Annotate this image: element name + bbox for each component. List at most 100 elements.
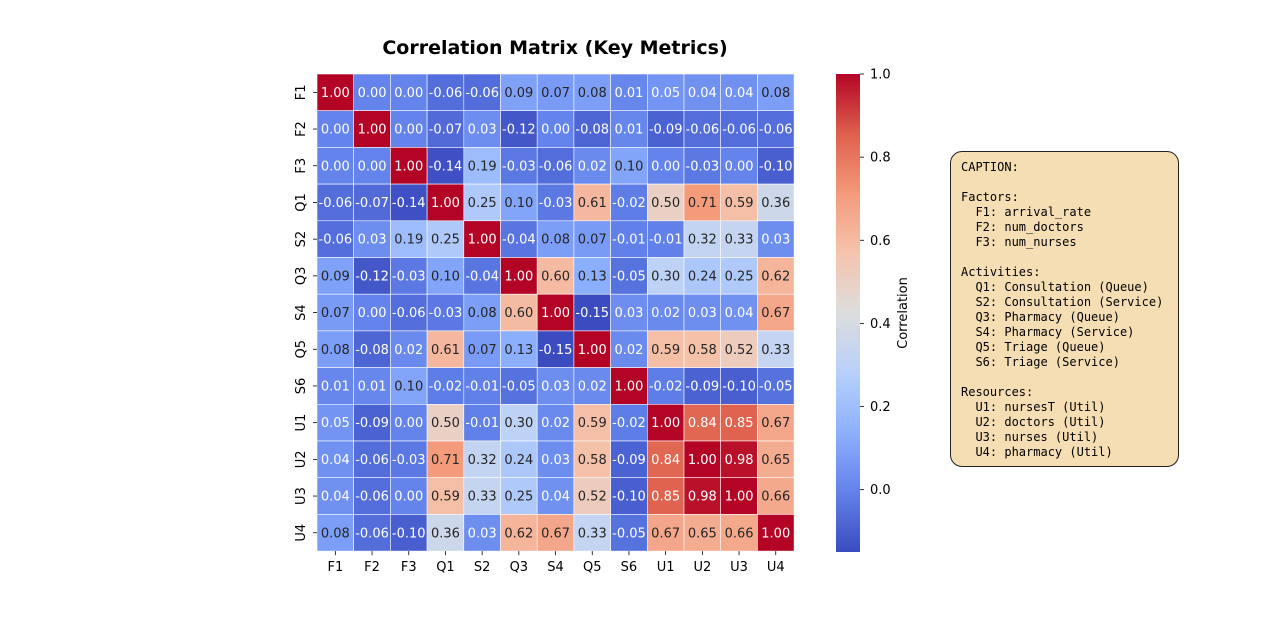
cell-value-label: 0.85 [725,416,754,431]
cell-value-label: -0.10 [722,379,756,394]
cell-value-label: -0.03 [429,306,463,321]
cell-value-label: 0.10 [394,379,423,394]
caption-line [961,370,1168,385]
heatmap-cell [390,73,428,112]
cell-value-label: 1.00 [541,306,570,321]
cell-value-label: 0.02 [614,343,643,358]
column-label: Q3 [510,560,529,575]
cell-value-label: 0.30 [504,416,533,431]
heatmap-cell [683,220,722,258]
cell-value-label: 0.05 [651,86,680,101]
heatmap-cell [536,220,575,258]
cell-value-label: -0.09 [686,379,720,394]
cell-value-label: -0.03 [392,269,426,284]
heatmap-cell [757,110,795,148]
cell-value-label: 0.66 [725,526,754,541]
heatmap-cell [646,440,685,479]
cell-value-label: -0.03 [686,159,720,174]
cell-value-label: 0.25 [468,196,497,211]
heatmap-cell [757,477,795,515]
cell-value-label: 0.03 [468,526,497,541]
cell-value-label: 0.00 [394,123,423,138]
column-label: F2 [364,560,380,575]
column-label: S6 [621,560,638,575]
cell-value-label: 0.52 [578,490,607,505]
heatmap-cell [683,73,722,112]
heatmap-cell [463,440,501,479]
cell-value-label: 0.32 [688,233,717,248]
heatmap-cell [390,220,428,258]
cell-value-label: 1.00 [614,379,643,394]
colorbar-tick-label: 0.8 [870,151,891,166]
heatmap-cell [610,110,648,148]
colorbar-gradient [836,74,860,552]
caption-line: F2: num_doctors [961,220,1084,234]
heatmap-cell [390,110,428,148]
heatmap-cell [683,403,722,442]
cell-value-label: -0.01 [612,233,646,248]
cell-value-label: 1.00 [394,159,423,174]
cell-value-label: 0.67 [541,526,570,541]
heatmap-cell [720,183,758,222]
heatmap-cell [573,330,611,368]
column-label: F1 [327,560,343,575]
heatmap-cell [683,330,722,368]
heatmap-cell [426,147,465,185]
colorbar-tick-label: 0.2 [870,400,891,415]
heatmap-cell [426,110,465,148]
heatmap-cell [683,440,722,479]
cell-value-label: -0.08 [355,343,389,358]
heatmap-cell [426,293,465,332]
cell-value-label: 0.85 [651,490,680,505]
heatmap-cell [353,440,391,479]
heatmap-cell [610,477,648,515]
cell-value-label: 0.10 [504,196,533,211]
heatmap-cell [316,147,355,185]
cell-value-label: 0.00 [321,159,350,174]
caption-line: S6: Triage (Service) [961,355,1120,369]
cell-value-label: 0.32 [468,453,497,468]
heatmap-cell [316,330,355,368]
cell-value-label: 0.67 [761,416,790,431]
heatmap-cell [316,440,355,479]
heatmap-cell [463,257,501,295]
heatmap-cell [757,293,795,332]
column-labels: F1 F2 F3 Q1 S2 Q3 S4 Q5 S6 U1 U2 U3 U4 [327,551,785,575]
heatmap-cell [683,514,722,552]
heatmap-cell [646,514,685,552]
cell-value-label: -0.05 [612,526,646,541]
cell-value-label: -0.07 [429,123,463,138]
heatmap-cell [646,257,685,295]
caption-line: S4: Pharmacy (Service) [961,325,1135,339]
cell-value-label: -0.02 [612,416,646,431]
caption-line: U1: nursesT (Util) [961,400,1106,414]
cell-value-label: -0.04 [502,233,536,248]
row-label: F3 [294,158,309,174]
cell-value-label: -0.06 [686,123,720,138]
cell-value-label: 0.01 [614,86,643,101]
caption-line: CAPTION: [961,160,1019,174]
heatmap-cell [536,367,575,405]
heatmap-cell [646,220,685,258]
colorbar-label: Correlation [896,277,911,349]
row-label: S4 [294,304,309,321]
column-label: S2 [474,560,491,575]
cell-value-label: 0.02 [541,416,570,431]
caption-line: U3: nurses (Util) [961,430,1099,444]
cell-value-label: 0.13 [504,343,533,358]
cell-value-label: 0.03 [468,123,497,138]
cell-value-label: 1.00 [651,416,680,431]
cell-value-label: 1.00 [761,526,790,541]
heatmap-cell [463,293,501,332]
heatmap-cell [610,257,648,295]
cell-value-label: -0.14 [429,159,463,174]
cell-value-label: 0.08 [321,526,350,541]
heatmap-cell [573,147,611,185]
heatmap-cell [353,367,391,405]
cell-value-label: 0.03 [761,233,790,248]
cell-value-label: -0.07 [355,196,389,211]
colorbar-tick-label: 1.0 [870,68,891,83]
cell-value-label: -0.06 [392,306,426,321]
heatmap-cell [426,514,465,552]
cell-value-label: -0.03 [502,159,536,174]
